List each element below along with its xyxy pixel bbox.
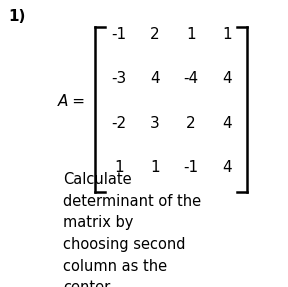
Text: A =: A = (58, 94, 86, 109)
Text: 1: 1 (150, 160, 160, 175)
Text: Calculate
determinant of the
matrix by
choosing second
column as the
center.: Calculate determinant of the matrix by c… (63, 172, 202, 287)
Text: 1: 1 (114, 160, 124, 175)
Text: 1: 1 (186, 27, 196, 42)
Text: 4: 4 (222, 71, 232, 86)
Text: 1): 1) (9, 9, 26, 24)
Text: -1: -1 (183, 160, 198, 175)
Text: 3: 3 (150, 116, 160, 131)
Text: -3: -3 (111, 71, 126, 86)
Text: 4: 4 (222, 116, 232, 131)
Text: -4: -4 (183, 71, 198, 86)
Text: 4: 4 (222, 160, 232, 175)
Text: 2: 2 (186, 116, 196, 131)
Text: -1: -1 (111, 27, 126, 42)
Text: 4: 4 (150, 71, 160, 86)
Text: -2: -2 (111, 116, 126, 131)
Text: 1: 1 (222, 27, 232, 42)
Text: 2: 2 (150, 27, 160, 42)
